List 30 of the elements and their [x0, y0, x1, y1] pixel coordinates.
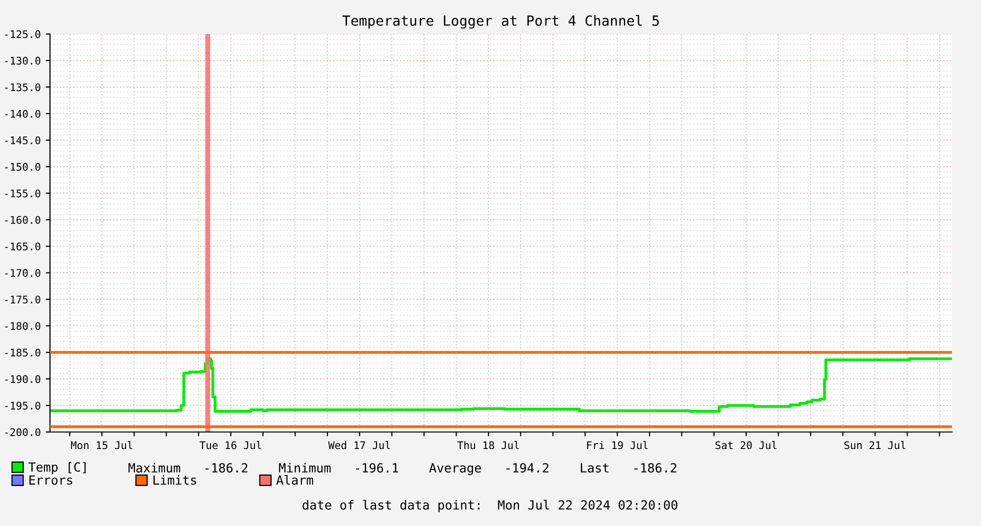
x-tick-label: Fri 19 Jul: [587, 441, 648, 450]
legend-label: Alarm: [276, 475, 314, 485]
y-tick-label: -195.0: [5, 402, 40, 410]
y-tick-label: -150.0: [5, 162, 40, 171]
legend-label: Errors: [29, 475, 72, 485]
text: date of last data point: Mon Jul 22 2024 02:20:00: [302, 500, 678, 512]
y-tick-label: -155.0: [5, 189, 40, 198]
y-tick-label: -180.0: [5, 322, 40, 330]
text: Maximum -186.2 Minimum -196.1 Average -194.2 Last -186.2: [128, 462, 676, 476]
x-tick-label: Mon 15 Jul: [70, 441, 132, 450]
y-tick-label: -165.0: [5, 242, 40, 250]
x-tick-label: Sat 20 Jul: [716, 441, 777, 450]
y-tick-label: -140.0: [5, 110, 40, 118]
x-tick-label: Sun 21 Jul: [844, 441, 906, 450]
y-tick-label: -145.0: [5, 136, 40, 144]
y-tick-label: -160.0: [5, 216, 40, 224]
y-tick-label: -200.0: [5, 428, 40, 436]
y-tick-label: -170.0: [5, 269, 40, 277]
y-tick-label: -125.0: [5, 30, 40, 38]
x-tick-label: Wed 17 Jul: [328, 441, 390, 450]
y-tick-label: -175.0: [5, 296, 40, 304]
y-tick-label: -135.0: [5, 83, 40, 92]
legend-label: Temp [C]: [28, 462, 86, 474]
legend-label: Limits: [153, 475, 196, 485]
x-tick-label: Tue 16 Jul: [200, 441, 262, 450]
x-tick-label: Thu 18 Jul: [457, 441, 519, 450]
y-tick-label: -190.0: [5, 375, 40, 384]
y-tick-label: -185.0: [5, 348, 40, 357]
chart-title: Temperature Logger at Port 4 Channel 5: [342, 15, 659, 29]
y-tick-label: -130.0: [5, 56, 40, 65]
